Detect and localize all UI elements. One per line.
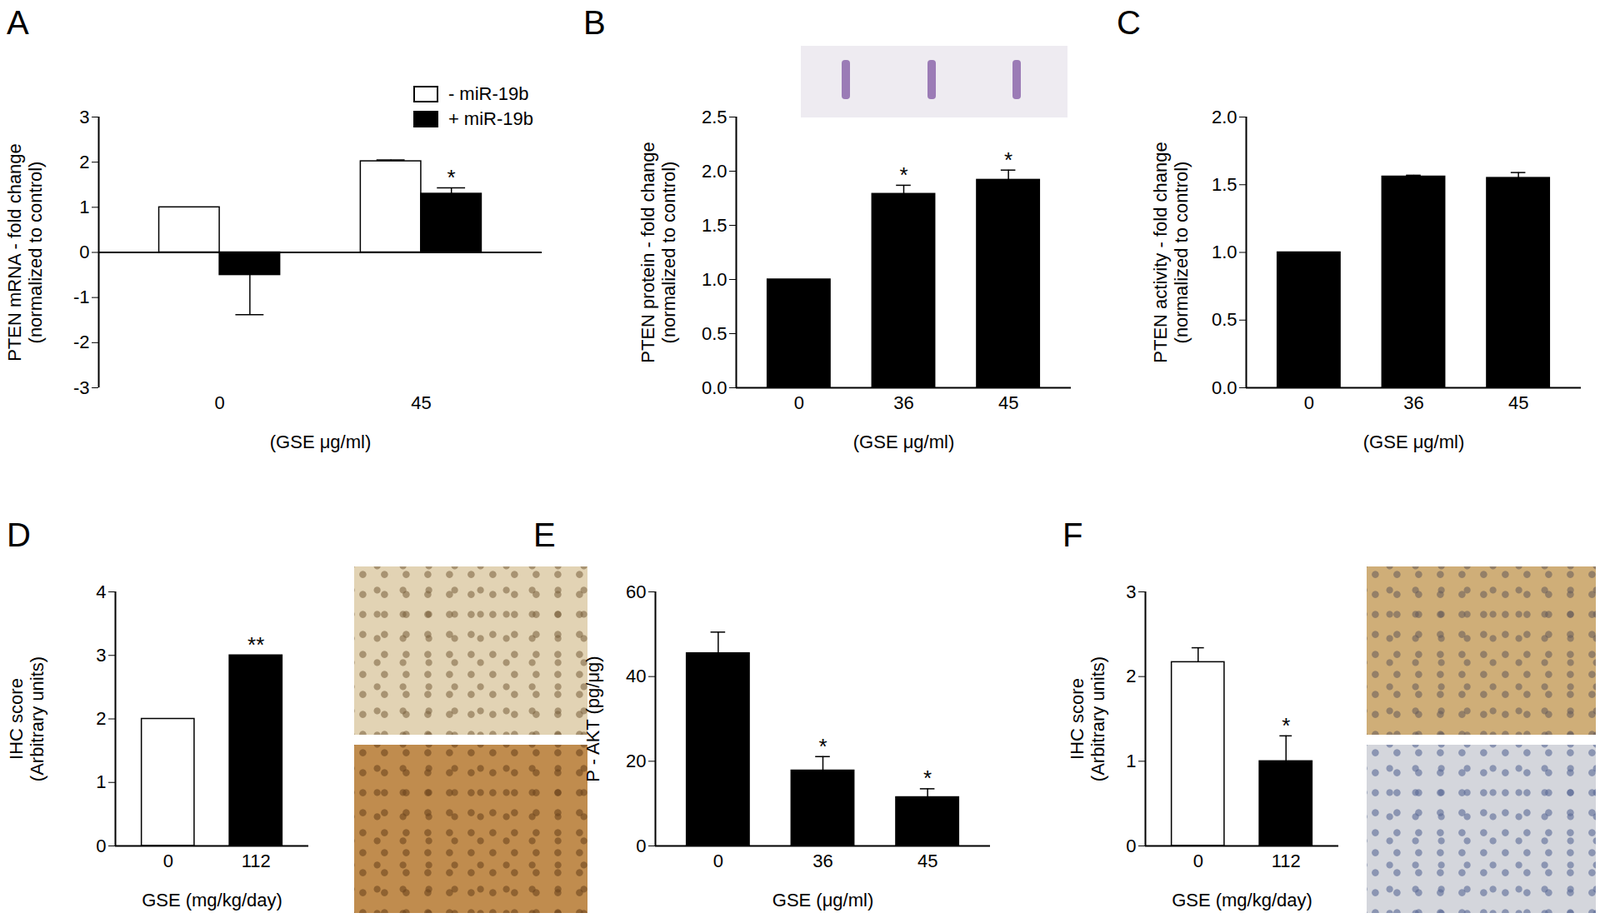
svg-text:40: 40 [625,665,646,687]
svg-text:0: 0 [95,835,106,857]
svg-text:36: 36 [1403,392,1424,414]
svg-text:-2: -2 [73,331,90,353]
html-text:IHC score (Arbitrary units): IHC score (Arbitrary units) [5,656,48,782]
svg-text:36: 36 [812,850,833,872]
html-text:A: A [6,4,29,41]
svg-text:20: 20 [625,750,646,772]
svg-text:2: 2 [1125,665,1136,687]
svg-text:0: 0 [1193,850,1204,872]
html-text:E: E [533,516,556,554]
svg-text:0: 0 [214,392,225,414]
svg-text:0: 0 [635,835,646,857]
svg-text:0: 0 [1125,835,1136,857]
svg-text:0.0: 0.0 [701,377,728,399]
svg-text:1.5: 1.5 [1211,174,1238,195]
svg-text:0.5: 0.5 [1211,309,1238,330]
svg-text:1: 1 [79,196,90,218]
html-text:C: C [1116,4,1141,41]
svg-text:45: 45 [410,392,431,414]
svg-text:*: * [1004,147,1013,173]
svg-text:1.0: 1.0 [1211,241,1238,263]
svg-text:112: 112 [241,850,271,872]
svg-text:-3: -3 [73,377,90,399]
html-text:D: D [6,516,31,554]
html-text:PTEN mRNA - fold change (norma: PTEN mRNA - fold change (normalized to c… [3,143,46,362]
html-text:+ miR-19b: + miR-19b [448,108,534,130]
svg-text:*: * [899,162,908,188]
svg-text:3: 3 [1125,581,1136,603]
svg-text:*: * [447,165,456,190]
svg-text:*: * [923,765,932,791]
svg-text:4: 4 [95,581,106,603]
svg-text:0.0: 0.0 [1211,377,1238,399]
svg-text:0: 0 [79,241,90,263]
svg-text:GSE (mg/kg/day): GSE (mg/kg/day) [141,890,283,911]
svg-text:2: 2 [79,151,90,173]
svg-text:0: 0 [163,850,174,872]
html-text:P - AKT (pg/μg): P - AKT (pg/μg) [582,655,604,782]
svg-text:112: 112 [1271,850,1301,872]
svg-text:**: ** [247,632,265,658]
svg-text:(GSE μg/ml): (GSE μg/ml) [853,431,955,453]
svg-text:(GSE μg/ml): (GSE μg/ml) [270,431,371,453]
svg-text:(GSE μg/ml): (GSE μg/ml) [1363,431,1465,453]
html-text:PTEN protein - fold change (no: PTEN protein - fold change (normalized t… [637,141,680,363]
svg-text:GSE (μg/ml): GSE (μg/ml) [772,890,874,911]
svg-text:0: 0 [794,392,805,414]
html-text:B: B [583,4,606,41]
svg-text:2: 2 [95,708,106,730]
svg-text:1: 1 [1125,750,1136,772]
svg-text:1.0: 1.0 [701,269,728,290]
svg-text:1: 1 [95,771,106,793]
svg-text:0: 0 [1304,392,1315,414]
html-text:F: F [1062,516,1083,554]
svg-text:0.5: 0.5 [701,323,728,345]
svg-text:*: * [818,734,827,760]
svg-text:45: 45 [917,850,938,872]
html-text:- miR-19b: - miR-19b [448,83,529,105]
svg-text:0: 0 [713,850,724,872]
svg-text:2.0: 2.0 [1211,106,1238,128]
svg-text:3: 3 [95,645,106,666]
svg-text:45: 45 [1508,392,1529,414]
svg-text:2.0: 2.0 [701,160,728,182]
html-text:IHC score (Arbitrary units): IHC score (Arbitrary units) [1066,656,1109,782]
svg-text:36: 36 [893,392,914,414]
svg-text:3: 3 [79,106,90,128]
svg-text:*: * [1281,713,1290,739]
svg-text:GSE (mg/kg/day): GSE (mg/kg/day) [1171,890,1313,911]
svg-text:-1: -1 [73,286,90,308]
html-text:PTEN activity - fold change (n: PTEN activity - fold change (normalized … [1149,141,1192,363]
svg-text:45: 45 [998,392,1019,414]
svg-text:1.5: 1.5 [701,215,728,236]
svg-text:2.5: 2.5 [701,106,728,128]
svg-text:60: 60 [625,581,646,603]
